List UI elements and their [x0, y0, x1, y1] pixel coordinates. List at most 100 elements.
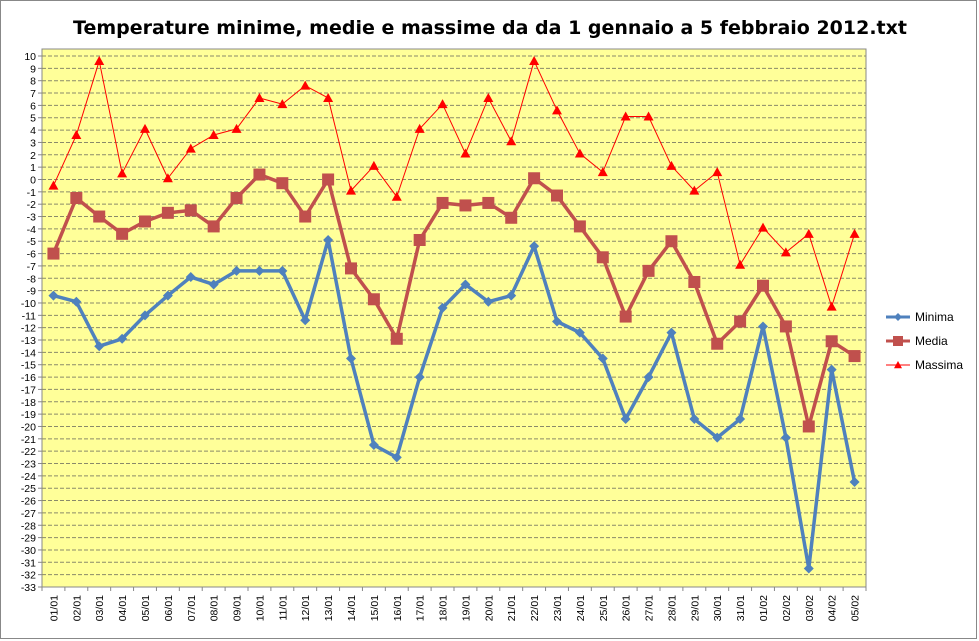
point-marker [208, 279, 219, 290]
y-tick-label: -29 [21, 533, 36, 545]
point-marker [803, 228, 814, 238]
point-marker [712, 432, 723, 443]
y-tick-label: -18 [21, 397, 36, 409]
point-marker [276, 177, 289, 190]
y-tick-label: -27 [21, 508, 36, 520]
point-marker [323, 234, 334, 245]
point-marker [735, 414, 746, 425]
x-tick-label: 25/01 [598, 595, 610, 621]
y-tick-label: 2 [30, 150, 36, 162]
point-marker [322, 173, 335, 186]
point-marker [758, 222, 768, 232]
x-tick-label: 24/01 [575, 595, 587, 621]
series-line [52, 60, 856, 308]
point-marker [735, 259, 746, 269]
legend-label-media: Media [915, 334, 948, 348]
point-marker [666, 327, 677, 338]
y-tick-label: -24 [21, 471, 36, 483]
y-tick-label: 0 [30, 174, 36, 186]
point-marker [299, 210, 312, 223]
x-tick-label: 29/01 [689, 595, 701, 621]
y-tick-label: -6 [27, 249, 36, 261]
x-tick-label: 05/01 [140, 595, 152, 621]
x-tick-label: 23/01 [552, 595, 564, 621]
x-tick-label: 01/01 [48, 595, 60, 621]
x-tick-label: 11/01 [277, 595, 289, 621]
point-marker [620, 414, 631, 425]
x-tick-label: 16/01 [392, 595, 404, 621]
x-tick-label: 18/01 [438, 595, 450, 621]
point-marker [689, 414, 700, 425]
point-marker [207, 220, 220, 233]
point-marker [345, 262, 357, 275]
point-marker [436, 196, 449, 209]
point-marker [71, 296, 82, 307]
y-tick-label: -32 [21, 570, 36, 582]
point-marker [596, 251, 609, 264]
point-marker [323, 92, 334, 102]
point-marker [346, 353, 356, 364]
point-marker [666, 160, 677, 170]
x-tick-label: 15/01 [369, 595, 381, 621]
y-tick-label: -14 [21, 347, 36, 359]
x-tick-label: 02/01 [71, 595, 83, 621]
point-marker [552, 316, 562, 327]
point-marker [757, 279, 769, 292]
y-tick-label: -16 [21, 372, 36, 384]
y-tick-label: -31 [21, 557, 36, 569]
x-tick-label: 22/01 [529, 595, 541, 621]
series-minima [48, 234, 860, 574]
point-marker [253, 168, 266, 181]
point-marker [185, 143, 196, 153]
point-marker [437, 99, 448, 109]
y-tick-label: -11 [22, 310, 37, 322]
point-marker [391, 191, 402, 201]
point-marker [93, 210, 106, 223]
y-tick-label: -25 [21, 483, 36, 495]
point-marker [574, 148, 585, 158]
point-marker [826, 301, 837, 311]
point-marker [849, 228, 860, 238]
y-tick-label: 4 [30, 125, 36, 137]
y-tick-label: -5 [27, 236, 36, 248]
point-marker [277, 265, 288, 276]
y-tick-label: -28 [21, 520, 36, 532]
x-tick-label: 21/01 [506, 595, 518, 621]
y-tick-label: 3 [30, 137, 36, 149]
point-marker [506, 136, 517, 146]
y-tick-label: -26 [21, 496, 36, 508]
point-marker [529, 55, 540, 65]
series-massima [48, 55, 860, 311]
point-marker [712, 167, 723, 177]
y-tick-label: 1 [30, 162, 36, 174]
point-marker [117, 333, 128, 344]
y-tick-label: -10 [21, 298, 36, 310]
y-tick-label: -21 [21, 434, 36, 446]
series-media [47, 168, 861, 433]
y-tick-label: -2 [27, 199, 36, 211]
x-tick-label: 28/01 [666, 595, 678, 621]
x-tick-label: 03/01 [94, 595, 106, 621]
point-marker [551, 189, 563, 202]
x-tick-label: 08/01 [209, 595, 221, 621]
point-marker [848, 350, 861, 363]
point-marker [460, 148, 471, 158]
x-tick-label: 02/02 [781, 595, 793, 621]
point-marker [140, 310, 150, 321]
y-tick-label: -20 [21, 421, 36, 433]
point-marker [459, 199, 472, 212]
point-marker [505, 211, 518, 224]
point-marker [413, 233, 426, 246]
point-marker [802, 420, 815, 433]
point-marker [368, 160, 379, 170]
series-line [52, 238, 857, 571]
x-tick-label: 20/01 [483, 595, 495, 621]
y-tick-label: -13 [21, 335, 36, 347]
point-marker [552, 105, 562, 115]
point-marker [117, 168, 128, 178]
point-marker [300, 80, 311, 90]
point-marker [162, 173, 173, 183]
point-marker [48, 180, 59, 190]
x-tick-label: 17/01 [415, 595, 427, 621]
point-marker [619, 310, 632, 323]
